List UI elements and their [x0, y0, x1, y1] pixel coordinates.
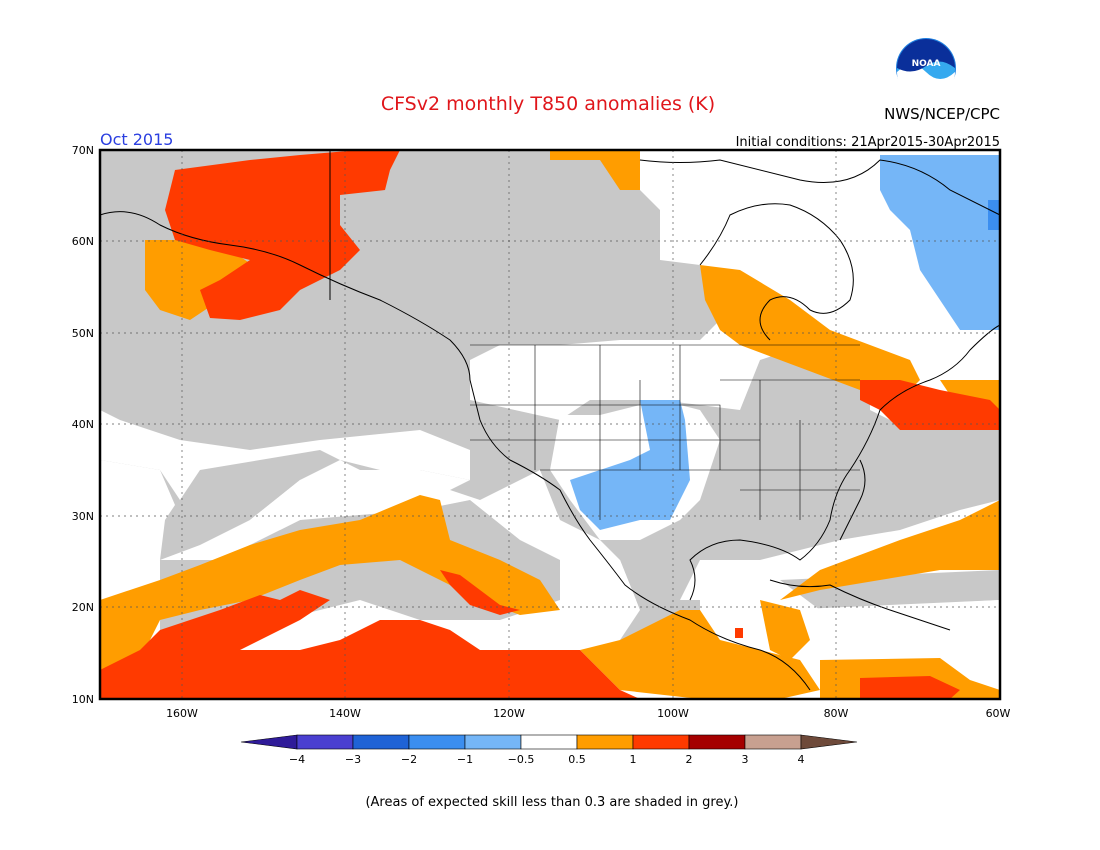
lat-label: 20N: [72, 601, 94, 614]
colorbar-tick-label: 3: [742, 753, 749, 766]
lon-label: 120W: [493, 707, 525, 720]
lat-label: 40N: [72, 418, 94, 431]
lon-label: 60W: [986, 707, 1011, 720]
lat-label: 30N: [72, 510, 94, 523]
colorbar-segment: [408, 734, 466, 750]
colorbar-segment: [632, 734, 690, 750]
colorbar-tick-label: −0.5: [508, 753, 535, 766]
colorbar-arrow-low: [240, 734, 298, 750]
map-frame: [98, 148, 1002, 701]
colorbar-tick-label: −2: [401, 753, 417, 766]
lon-label: 100W: [657, 707, 689, 720]
noaa-logo: NOAA: [896, 38, 956, 101]
colorbar-tick-label: 1: [630, 753, 637, 766]
colorbar-segment: [576, 734, 634, 750]
colorbar-segment: [688, 734, 746, 750]
colorbar-segment: [744, 734, 802, 750]
colorbar-tick-label: −4: [289, 753, 305, 766]
colorbar-tick-label: 4: [798, 753, 805, 766]
colorbar-segment: [520, 734, 578, 750]
colorbar-arrow-high: [800, 734, 858, 750]
chart-title: CFSv2 monthly T850 anomalies (K): [381, 93, 715, 115]
lat-label: 60N: [72, 235, 94, 248]
lon-label: 140W: [329, 707, 361, 720]
colorbar-segment: [352, 734, 410, 750]
latitude-labels: 70N 60N 50N 40N 30N 20N 10N: [72, 144, 94, 706]
colorbar-segment: [296, 734, 354, 750]
lat-label: 50N: [72, 327, 94, 340]
agency-label: NWS/NCEP/CPC: [884, 105, 1000, 123]
colorbar-tick-label: −3: [345, 753, 361, 766]
colorbar-tick-label: 2: [686, 753, 693, 766]
initial-conditions-label: Initial conditions: 21Apr2015-30Apr2015: [736, 135, 1000, 150]
colorbar-tick-label: −1: [457, 753, 473, 766]
colorbar-segment: [464, 734, 522, 750]
lat-label: 10N: [72, 693, 94, 706]
colorbar: −4 −3 −2 −1 −0.5 0.5 1 2 3 4: [240, 734, 858, 766]
svg-text:NOAA: NOAA: [912, 59, 941, 69]
lat-label: 70N: [72, 144, 94, 157]
colorbar-tick-label: 0.5: [568, 753, 586, 766]
state-borders: [470, 344, 860, 520]
map-panel: [98, 148, 1002, 701]
month-label: Oct 2015: [100, 130, 173, 149]
lon-label: 80W: [824, 707, 849, 720]
footnote: (Areas of expected skill less than 0.3 a…: [365, 795, 738, 810]
coastlines: [99, 150, 1001, 691]
longitude-labels: 160W 140W 120W 100W 80W 60W: [166, 707, 1010, 720]
lon-label: 160W: [166, 707, 198, 720]
positive-anomaly-red-areas: [100, 150, 1000, 699]
graticule: [100, 150, 1000, 699]
